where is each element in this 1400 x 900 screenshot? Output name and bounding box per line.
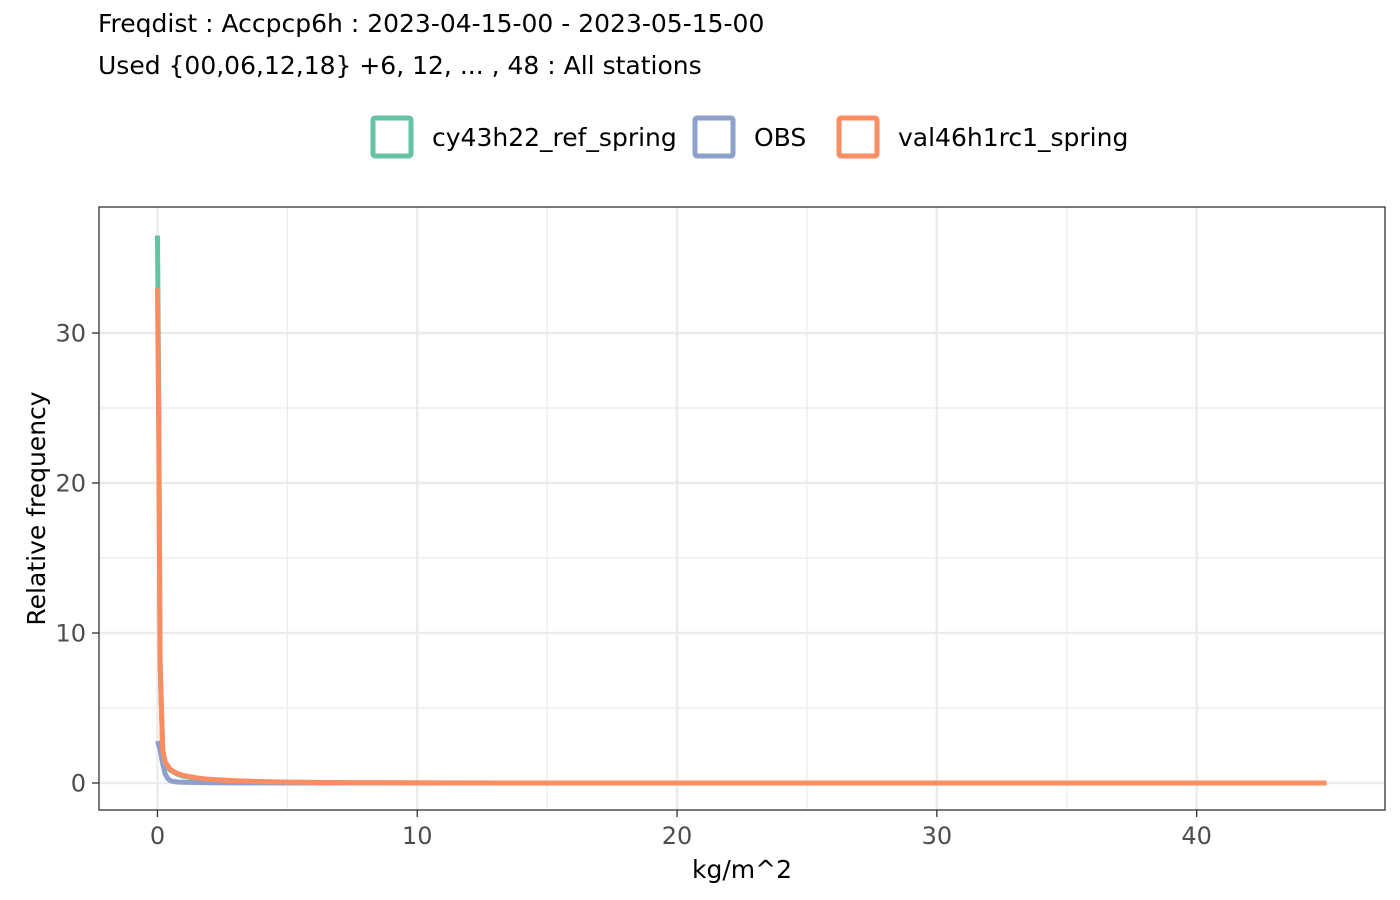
- legend-key: [370, 115, 414, 159]
- plot-border: [98, 206, 1386, 811]
- y-tick-label: 30: [55, 320, 86, 348]
- x-tick-label: 0: [150, 822, 165, 850]
- y-tick-label: 10: [55, 620, 86, 648]
- x-tick-label: 30: [922, 822, 953, 850]
- y-tick-label: 20: [55, 470, 86, 498]
- chart-subtitle: Used {00,06,12,18} +6, 12, ... , 48 : Al…: [98, 51, 702, 80]
- minor-gridlines: [99, 207, 1385, 810]
- legend-label: cy43h22_ref_spring: [432, 123, 677, 152]
- plot-panel: [99, 207, 1385, 810]
- x-tick-label: 20: [662, 822, 693, 850]
- legend-item: val46h1rc1_spring: [836, 115, 1128, 159]
- x-tick-label: 10: [402, 822, 433, 850]
- x-tick-label: 40: [1181, 822, 1212, 850]
- legend-label: OBS: [754, 123, 806, 152]
- chart-title: Freqdist : Accpcp6h : 2023-04-15-00 - 20…: [98, 9, 765, 38]
- y-axis: 0 10 20 30: [55, 320, 99, 798]
- x-axis-title: kg/m^2: [692, 855, 792, 884]
- y-axis-title: Relative frequency: [22, 391, 51, 625]
- legend-key: [836, 115, 880, 159]
- legend-key: [692, 115, 736, 159]
- series-line-2: [155, 287, 1327, 786]
- x-axis: 0 10 20 30 40: [150, 810, 1212, 850]
- legend-item: OBS: [692, 115, 806, 159]
- y-tick-label: 0: [71, 770, 86, 798]
- legend: cy43h22_ref_spring OBS val46h1rc1_spring: [370, 115, 1128, 159]
- series-lines: [155, 235, 1327, 786]
- legend-item: cy43h22_ref_spring: [370, 115, 677, 159]
- legend-label: val46h1rc1_spring: [898, 123, 1128, 152]
